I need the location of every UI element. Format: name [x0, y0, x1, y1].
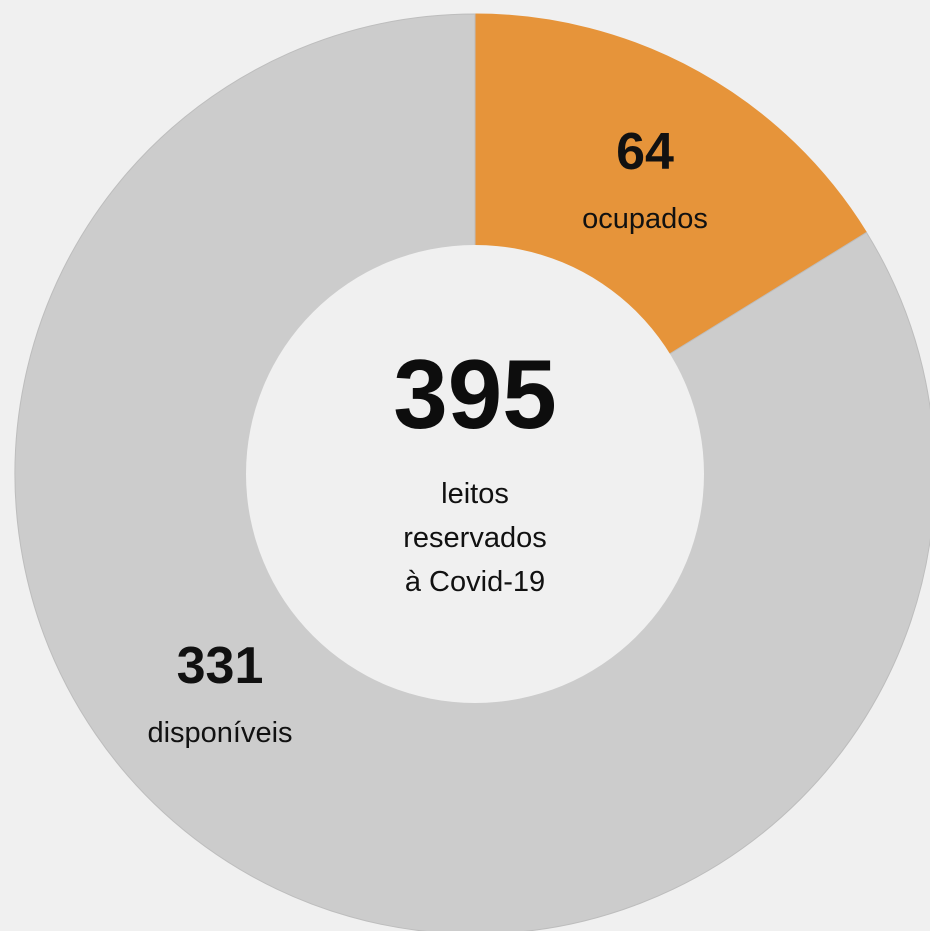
center-caption-line: reservados: [403, 522, 547, 555]
center-total-value: 395: [393, 339, 557, 449]
center-caption-line: leitos: [441, 478, 509, 510]
ocupados-label: ocupados: [582, 203, 708, 235]
ocupados-value: 64: [616, 123, 674, 181]
donut-hole: [246, 245, 704, 703]
disponiveis-value: 331: [176, 637, 264, 695]
center-caption: leitos reservados à Covid-19: [305, 472, 645, 604]
disponiveis-label: disponíveis: [147, 717, 293, 749]
center-caption-line: à Covid-19: [404, 566, 546, 599]
